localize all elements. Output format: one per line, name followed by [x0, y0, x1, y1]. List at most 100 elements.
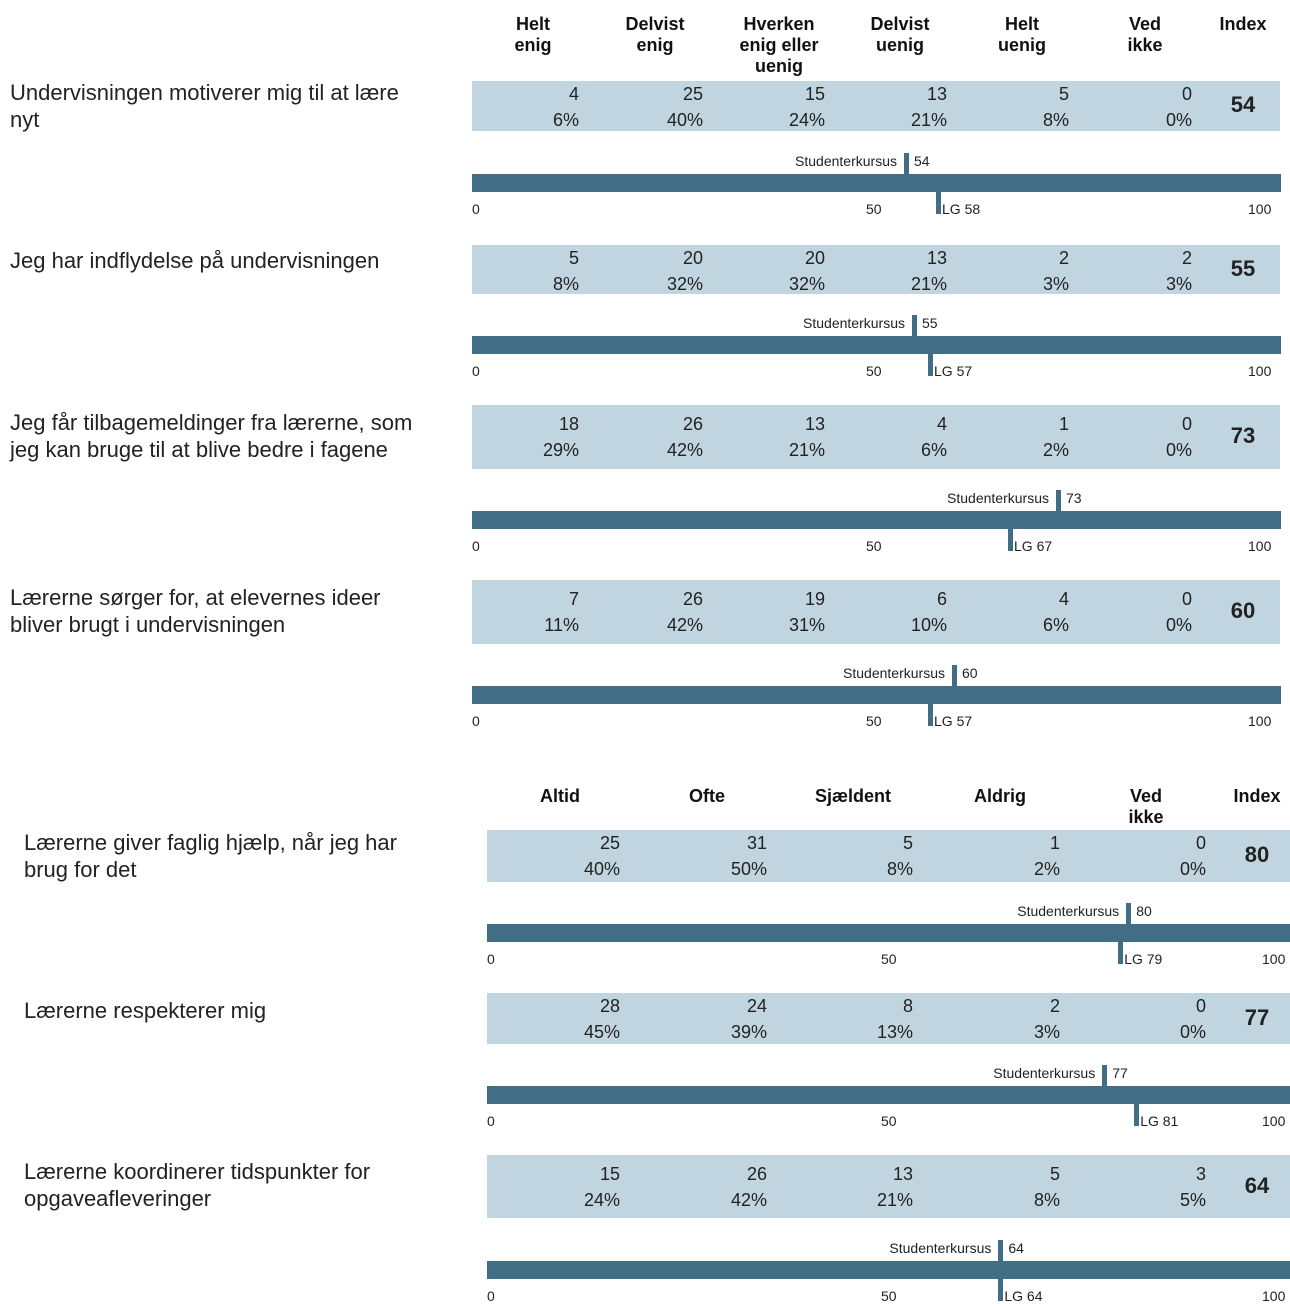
scale-tick-min: 0	[487, 1113, 495, 1129]
index-value: 60	[1230, 598, 1256, 623]
column-header: Sjældent	[814, 786, 891, 806]
lg-marker	[1008, 529, 1013, 551]
index-scale-bar	[472, 511, 1281, 529]
index-value: 73	[1230, 423, 1256, 448]
column-header: Delvist uenig	[870, 14, 930, 55]
response-count: 5	[902, 833, 913, 853]
studenterkursus-value: 77	[1112, 1065, 1128, 1081]
studenterkursus-label: Studenterkursus	[947, 490, 1049, 506]
studenterkursus-label: Studenterkursus	[889, 1240, 992, 1256]
response-percent: 8%	[886, 859, 913, 879]
index-value: 77	[1244, 1004, 1270, 1030]
lg-marker	[1134, 1104, 1140, 1126]
response-count: 20	[804, 248, 825, 268]
index-scale-bar	[487, 924, 1290, 942]
question-label: Lærerne koordinerer tidspunkter for opga…	[24, 1159, 371, 1211]
response-percent: 45%	[583, 1022, 620, 1042]
studenterkursus-marker	[1102, 1065, 1108, 1086]
question-label: Undervisningen motiverer mig til at lære…	[10, 80, 399, 132]
response-count: 0	[1195, 833, 1206, 853]
response-band	[472, 405, 1280, 469]
response-band	[487, 830, 1290, 882]
lg-marker	[998, 1279, 1004, 1301]
response-count: 5	[1058, 84, 1069, 104]
scale-tick-mid: 50	[866, 713, 882, 729]
response-count: 15	[599, 1163, 620, 1184]
index-scale-bar	[472, 336, 1281, 354]
scale-tick-min: 0	[472, 363, 480, 379]
studenterkursus-value: 80	[1136, 903, 1152, 919]
scale-tick-max: 100	[1262, 951, 1286, 967]
response-count: 2	[1181, 248, 1192, 268]
response-count: 1	[1058, 414, 1069, 434]
response-percent: 31%	[788, 615, 825, 635]
lg-marker	[936, 192, 941, 214]
response-percent: 8%	[552, 274, 579, 294]
response-count: 26	[682, 589, 703, 609]
response-count: 24	[746, 996, 767, 1016]
studenterkursus-value: 60	[962, 665, 978, 681]
response-percent: 32%	[788, 274, 825, 294]
scale-tick-min: 0	[487, 1288, 495, 1304]
studenterkursus-marker	[1056, 490, 1061, 511]
response-count: 26	[746, 1163, 767, 1184]
studenterkursus-marker	[952, 665, 957, 686]
question-label: Lærerne giver faglig hjælp, når jeg har …	[24, 830, 397, 882]
response-percent: 0%	[1179, 859, 1206, 879]
response-percent: 0%	[1179, 1022, 1206, 1042]
question-label: Lærerne respekterer mig	[24, 998, 267, 1023]
lg-label: LG 64	[1004, 1288, 1043, 1304]
studenterkursus-label: Studenterkursus	[1017, 903, 1120, 919]
column-header: Ofte	[689, 786, 725, 806]
studenterkursus-label: Studenterkursus	[843, 665, 945, 681]
response-count: 18	[558, 414, 579, 434]
response-percent: 21%	[910, 110, 947, 130]
response-count: 1	[1049, 833, 1060, 853]
response-count: 3	[1195, 1163, 1206, 1184]
column-header: Helt enig	[514, 14, 552, 55]
scale-tick-min: 0	[487, 951, 495, 967]
studenterkursus-label: Studenterkursus	[803, 315, 905, 331]
scale-tick-max: 100	[1262, 1288, 1286, 1304]
column-header: Ved ikke	[1128, 786, 1164, 827]
response-count: 13	[804, 414, 825, 434]
response-count: 2	[1049, 996, 1060, 1016]
response-count: 4	[936, 414, 947, 434]
response-count: 7	[568, 589, 579, 609]
response-band	[472, 81, 1280, 131]
response-percent: 0%	[1165, 110, 1192, 130]
lg-label: LG 67	[1014, 538, 1053, 554]
response-count: 25	[682, 84, 703, 104]
response-count: 20	[682, 248, 703, 268]
studenterkursus-marker	[998, 1240, 1004, 1261]
scale-tick-max: 100	[1248, 713, 1272, 729]
column-header: Index	[1233, 786, 1281, 806]
response-percent: 5%	[1179, 1189, 1206, 1210]
scale-tick-max: 100	[1248, 363, 1272, 379]
lg-label: LG 58	[942, 201, 981, 217]
response-percent: 24%	[583, 1189, 620, 1210]
response-count: 0	[1181, 84, 1192, 104]
question-label: Jeg har indflydelse på undervisningen	[10, 248, 380, 273]
column-header: Delvist enig	[625, 14, 685, 55]
response-percent: 6%	[920, 440, 947, 460]
column-header: Index	[1219, 14, 1267, 34]
scale-tick-min: 0	[472, 538, 480, 554]
response-percent: 39%	[730, 1022, 767, 1042]
response-percent: 2%	[1042, 440, 1069, 460]
index-value: 55	[1230, 255, 1256, 281]
response-count: 13	[926, 248, 947, 268]
response-percent: 11%	[544, 615, 579, 635]
response-percent: 8%	[1033, 1189, 1060, 1210]
index-value: 80	[1244, 842, 1270, 867]
column-header: Helt uenig	[998, 14, 1046, 55]
response-band	[487, 993, 1290, 1044]
response-band	[472, 580, 1280, 644]
response-count: 4	[568, 84, 579, 104]
response-percent: 32%	[666, 274, 703, 294]
response-count: 4	[1058, 589, 1069, 609]
response-count: 5	[1049, 1163, 1060, 1184]
response-count: 26	[682, 414, 703, 434]
studenterkursus-value: 55	[922, 315, 938, 331]
response-percent: 0%	[1165, 615, 1192, 635]
